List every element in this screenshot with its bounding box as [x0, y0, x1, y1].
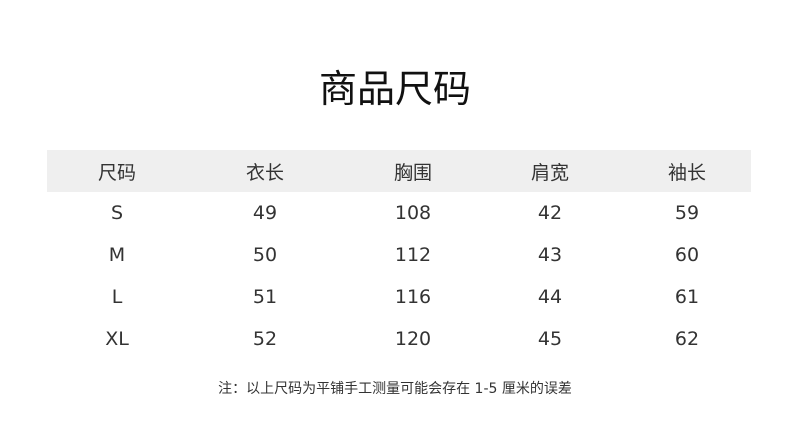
table-cell: 108	[394, 202, 432, 224]
table-cell: 112	[394, 244, 432, 266]
table-cell: 60	[674, 244, 700, 266]
table-cell: 42	[537, 202, 563, 224]
column-header: 肩宽	[530, 161, 570, 184]
table-cell: 44	[537, 286, 563, 308]
table-cell: 45	[537, 328, 563, 350]
table-cell: 51	[252, 286, 278, 308]
page-title: 商品尺码	[318, 67, 471, 111]
table-cell: M	[108, 244, 126, 266]
measurement-note: 注：以上尺码为平铺手工测量可能会存在 1-5 厘米的误差	[218, 381, 572, 397]
table-row: L 51 116 44 61	[47, 276, 751, 318]
table-cell: S	[110, 202, 124, 224]
column-header: 胸围	[393, 161, 433, 184]
table-row: XL 52 120 45 62	[47, 318, 751, 360]
table-cell: 120	[394, 328, 432, 350]
table-cell: 50	[252, 244, 278, 266]
column-header: 袖长	[667, 161, 707, 184]
column-header: 衣长	[245, 161, 285, 184]
table-cell: 43	[537, 244, 563, 266]
table-row: M 50 112 43 60	[47, 234, 751, 276]
column-header: 尺码	[97, 161, 137, 184]
size-table: 尺码 衣长 胸围 肩宽 袖长 S 49 108 42 59 M 50 112 43 60 L 51 116 44 61…	[47, 150, 751, 360]
table-cell: 61	[674, 286, 700, 308]
table-cell: L	[111, 286, 123, 308]
table-cell: 49	[252, 202, 278, 224]
header-row: 尺码 衣长 胸围 肩宽 袖长	[47, 150, 751, 192]
table-cell: 62	[674, 328, 700, 350]
table-row: S 49 108 42 59	[47, 192, 751, 234]
table-cell: XL	[105, 328, 129, 350]
table-cell: 52	[252, 328, 278, 350]
table-cell: 59	[674, 202, 700, 224]
table-cell: 116	[394, 286, 432, 308]
